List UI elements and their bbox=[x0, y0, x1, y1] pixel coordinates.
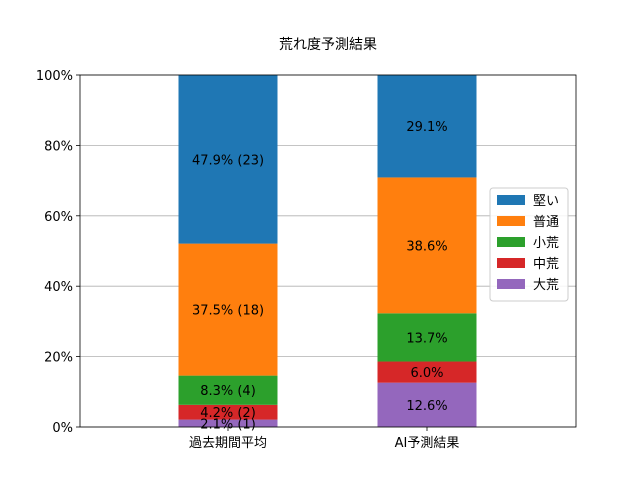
bar-segment bbox=[178, 375, 278, 405]
y-tick-label: 40% bbox=[44, 280, 73, 295]
legend-label: 中荒 bbox=[533, 257, 559, 272]
bars bbox=[178, 75, 477, 427]
data-label: 12.6% bbox=[406, 399, 447, 414]
axes: 0% 20% 40% 60% 80% 100% 過去期間平均 AI予測結果 bbox=[36, 69, 460, 451]
legend-swatch bbox=[497, 279, 525, 289]
bar-segment bbox=[178, 75, 278, 244]
data-label: 37.5% (18) bbox=[192, 304, 264, 319]
data-label: 13.7% bbox=[406, 331, 447, 346]
legend-label: 小荒 bbox=[533, 236, 559, 251]
bar-segment bbox=[178, 243, 278, 376]
y-tick-label: 60% bbox=[44, 210, 73, 225]
y-tick-label: 0% bbox=[52, 421, 73, 436]
x-tick-label: 過去期間平均 bbox=[189, 436, 267, 451]
data-label: 8.3% (4) bbox=[200, 384, 256, 399]
legend-swatch bbox=[497, 195, 525, 205]
data-label: 38.6% bbox=[406, 239, 447, 254]
bar-segment bbox=[178, 419, 278, 427]
x-tick-label: AI予測結果 bbox=[395, 436, 460, 451]
data-label: 6.0% bbox=[410, 366, 443, 381]
bar-segment bbox=[377, 361, 477, 383]
bar-segment bbox=[178, 404, 278, 420]
legend-swatch bbox=[497, 258, 525, 268]
y-tick-label: 80% bbox=[44, 139, 73, 154]
bar-segment bbox=[377, 177, 477, 314]
legend-swatch bbox=[497, 237, 525, 247]
legend-label: 堅い bbox=[533, 194, 559, 209]
bar-segment bbox=[377, 382, 477, 427]
y-tick-label: 20% bbox=[44, 351, 73, 366]
legend-label: 大荒 bbox=[533, 278, 559, 293]
data-label: 2.1% (1) bbox=[200, 417, 256, 432]
bar-segment bbox=[377, 75, 477, 178]
legend-label: 普通 bbox=[533, 215, 559, 230]
chart-title: 荒れ度予測結果 bbox=[279, 37, 377, 53]
data-label: 4.2% (2) bbox=[200, 406, 256, 421]
y-tick-label: 100% bbox=[36, 69, 73, 84]
data-label: 47.9% (23) bbox=[192, 153, 264, 168]
plot-frame bbox=[79, 74, 577, 428]
data-label: 29.1% bbox=[406, 120, 447, 135]
data-labels: 2.1% (1)4.2% (2) 8.3% (4) 37.5% (18) 47.9% … bbox=[192, 120, 448, 432]
legend-swatch bbox=[497, 216, 525, 226]
bar-segment bbox=[377, 313, 477, 362]
